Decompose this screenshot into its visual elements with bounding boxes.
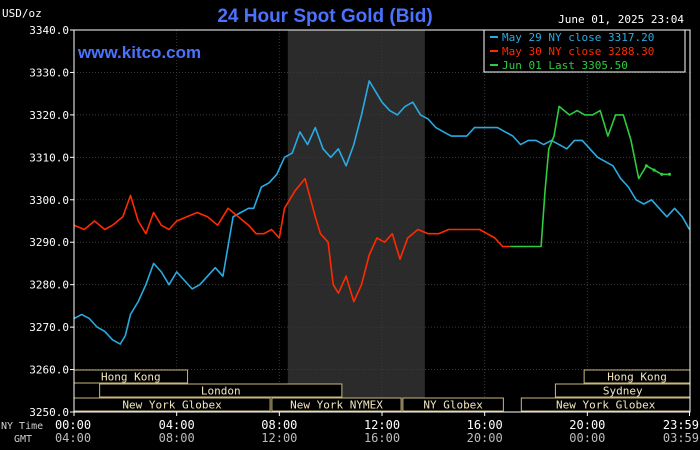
y-tick-label: 3290.0	[29, 236, 69, 249]
y-tick-label: 3280.0	[29, 279, 69, 292]
session-bar	[99, 383, 343, 398]
y-tick-label: 3330.0	[29, 66, 69, 79]
session-label: NY Globex	[423, 399, 483, 412]
series-line-may30	[73, 177, 511, 303]
x-tick-label-gmt: 08:00	[159, 431, 195, 445]
session-label: New York NYMEX	[290, 399, 383, 412]
ny-time-row-label: NY Time	[1, 421, 43, 432]
y-axis-ticks: 3340.0 3330.0 3320.0 3310.0 3300.0 3290.0 3280…	[29, 24, 74, 419]
x-tick-label-gmt: 00:00	[569, 431, 605, 445]
kitco-watermark: www.kitco.com	[77, 43, 201, 62]
y-tick-label: 3300.0	[29, 194, 69, 207]
last-value-marker	[644, 164, 648, 168]
last-value-marker	[652, 168, 656, 172]
gmt-row-label: GMT	[14, 434, 32, 445]
y-tick-label: 3260.0	[29, 364, 69, 377]
series-lines	[73, 80, 691, 345]
x-tick-label-ny: 23:59	[663, 418, 699, 432]
session-label: Hong Kong	[607, 371, 667, 384]
x-tick-label-gmt: 04:00	[55, 431, 91, 445]
x-axis-ticks: 00:0004:0004:0008:0008:0012:0012:0016:00…	[55, 412, 699, 445]
y-tick-label: 3270.0	[29, 321, 69, 334]
legend-entry-may29: May 29 NY close 3317.20	[502, 31, 654, 44]
x-tick-label-gmt: 20:00	[467, 431, 503, 445]
y-tick-label: 3310.0	[29, 151, 69, 164]
chart-legend: May 29 NY close 3317.20 May 30 NY close …	[483, 29, 686, 73]
x-tick-label-ny: 04:00	[159, 418, 195, 432]
session-label: Hong Kong	[101, 371, 161, 384]
x-tick-label-ny: 00:00	[55, 418, 91, 432]
x-tick-label-ny: 20:00	[569, 418, 605, 432]
legend-entry-may30: May 30 NY close 3288.30	[502, 45, 654, 58]
series-line-jun01	[510, 105, 670, 248]
x-tick-label-ny: 08:00	[261, 418, 297, 432]
y-axis-unit-label: USD/oz	[2, 7, 42, 20]
x-tick-label-gmt: 12:00	[261, 431, 297, 445]
chart-title: 24 Hour Spot Gold (Bid)	[217, 6, 432, 27]
last-value-marker	[660, 172, 664, 176]
x-tick-label-gmt: 03:59	[663, 431, 699, 445]
y-tick-label: 3250.0	[29, 406, 69, 419]
session-label: New York Globex	[122, 399, 222, 412]
session-label: Sydney	[603, 385, 643, 398]
legend-entry-jun01: Jun 01 Last 3305.50	[502, 59, 628, 72]
last-value-marker	[667, 172, 672, 176]
x-tick-label-ny: 12:00	[364, 418, 400, 432]
y-tick-label: 3320.0	[29, 109, 69, 122]
legend-box	[483, 29, 686, 73]
series-line-may29	[73, 80, 691, 345]
session-label: London	[201, 385, 241, 398]
x-tick-label-gmt: 16:00	[364, 431, 400, 445]
y-tick-label: 3340.0	[29, 24, 69, 37]
nymex-session-shading	[287, 30, 425, 412]
session-bar	[402, 397, 504, 412]
x-tick-label-ny: 16:00	[467, 418, 503, 432]
chart-timestamp: June 01, 2025 23:04	[558, 13, 684, 26]
session-bar	[271, 397, 402, 412]
session-label: New York Globex	[556, 399, 656, 412]
